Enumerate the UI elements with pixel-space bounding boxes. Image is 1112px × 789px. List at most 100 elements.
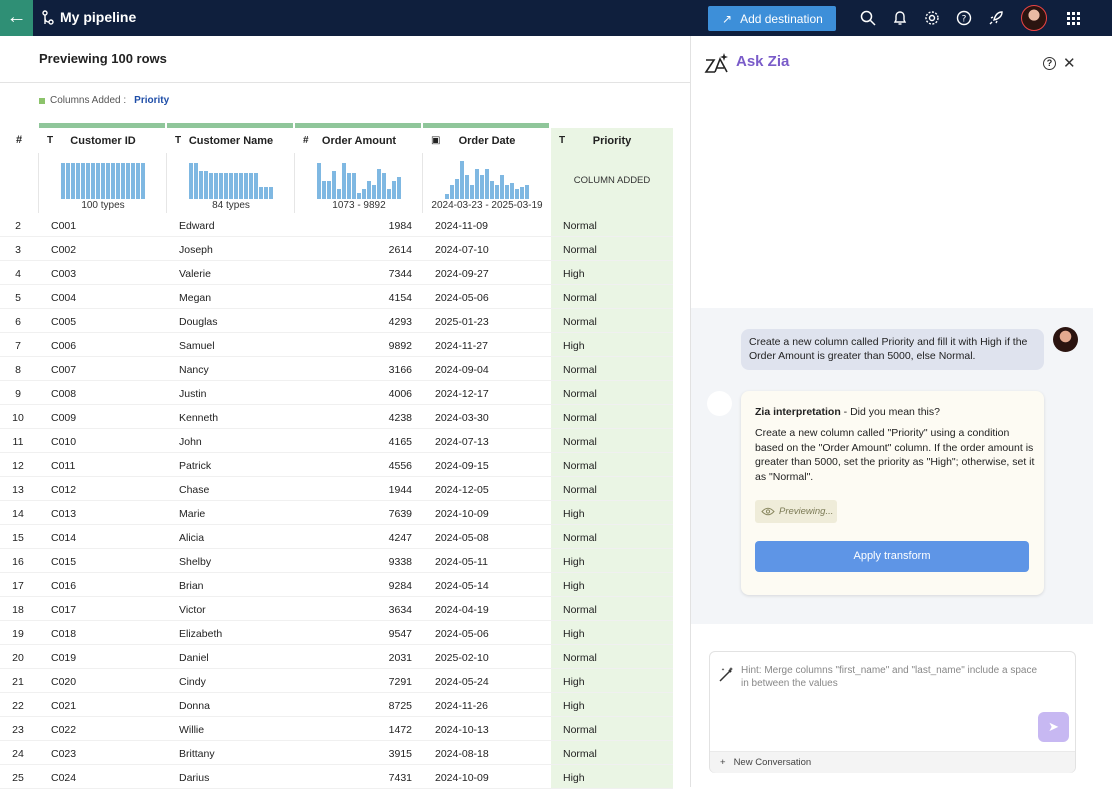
order-date-cell: 2024-11-09 [435,220,488,232]
table-row[interactable]: 12 C011 Patrick 4556 2024-09-15 Normal [0,453,673,477]
table-row[interactable]: 3 C002 Joseph 2614 2024-07-10 Normal [0,237,673,261]
add-destination-label: Add destination [740,11,823,26]
order-date-cell: 2024-09-27 [435,268,489,280]
table-row[interactable]: 11 C010 John 4165 2024-07-13 Normal [0,429,673,453]
close-icon[interactable]: ✕ [1063,55,1076,72]
priority-cell: Normal [563,316,597,328]
columns-added-note: Columns Added : Priority [39,95,169,106]
table-row[interactable]: 5 C004 Megan 4154 2024-05-06 Normal [0,285,673,309]
external-link-icon: ↗ [722,11,733,26]
row-index: 15 [12,532,24,544]
column-header-order-date[interactable]: ▣ Order Date [423,128,551,153]
customer-id-cell: C022 [51,724,77,736]
table-row[interactable]: 10 C009 Kenneth 4238 2024-03-30 Normal [0,405,673,429]
column-summary: 1073 - 9892 [332,200,386,211]
customer-name-cell: Alicia [179,532,205,544]
interpretation-heading: Zia interpretation - Did you mean this? [755,406,940,418]
order-amount-cell: 7639 [388,508,412,520]
order-amount-cell: 4238 [388,412,412,424]
table-row[interactable]: 19 C018 Elizabeth 9547 2024-05-06 High [0,621,673,645]
customer-name-cell: Darius [179,772,210,784]
chat-thread: Create a new column called Priority and … [691,308,1093,624]
row-index: 17 [12,580,24,592]
gear-icon[interactable] [924,10,940,26]
table-row[interactable]: 6 C005 Douglas 4293 2025-01-23 Normal [0,309,673,333]
user-avatar[interactable] [1021,5,1047,31]
new-conversation-button[interactable]: + New Conversation [710,751,1075,773]
priority-cell: High [563,676,585,688]
apply-transform-button[interactable]: Apply transform [755,541,1029,572]
row-index: 24 [12,748,24,760]
row-index: 5 [15,292,21,304]
column-header-priority[interactable]: T Priority [551,128,673,153]
table-row[interactable]: 13 C012 Chase 1944 2024-12-05 Normal [0,477,673,501]
table-row[interactable]: 23 C022 Willie 1472 2024-10-13 Normal [0,717,673,741]
order-amount-cell: 3634 [388,604,412,616]
column-name: Order Amount [321,134,397,147]
table-row[interactable]: 9 C008 Justin 4006 2024-12-17 Normal [0,381,673,405]
histogram [189,159,273,199]
customer-name-cell: Valerie [179,268,211,280]
customer-name-cell: Daniel [179,652,209,664]
table-row[interactable]: 15 C014 Alicia 4247 2024-05-08 Normal [0,525,673,549]
table-row[interactable]: 14 C013 Marie 7639 2024-10-09 High [0,501,673,525]
zia-title: Ask Zia [736,53,790,70]
search-icon[interactable] [860,10,876,26]
prompt-input[interactable]: Hint: Merge columns "first_name" and "la… [709,651,1076,773]
order-amount-cell: 4556 [388,460,412,472]
divider [0,82,690,83]
row-index: 25 [12,772,24,784]
table-row[interactable]: 7 C006 Samuel 9892 2024-11-27 High [0,333,673,357]
row-index: 8 [15,364,21,376]
customer-name-cell: Shelby [179,556,212,568]
help-icon[interactable]: ? [1043,57,1056,70]
back-arrow-icon[interactable]: ← [0,0,33,36]
order-amount-cell: 1472 [388,724,412,736]
table-row[interactable]: 2 C001 Edward 1984 2024-11-09 Normal [0,213,673,237]
add-destination-button[interactable]: ↗ Add destination [708,6,836,31]
send-icon[interactable]: ➤ [1038,712,1069,742]
pipeline-title[interactable]: My pipeline [60,9,137,25]
help-icon[interactable]: ? [956,10,972,26]
table-row[interactable]: 18 C017 Victor 3634 2024-04-19 Normal [0,597,673,621]
order-date-cell: 2024-12-17 [435,388,489,400]
table-row[interactable]: 21 C020 Cindy 7291 2024-05-24 High [0,669,673,693]
columns-added-value[interactable]: Priority [134,95,170,106]
row-index: 13 [12,484,24,496]
order-date-cell: 2024-07-13 [435,436,489,448]
order-date-cell: 2024-05-14 [435,580,489,592]
priority-cell: Normal [563,604,597,616]
table-row[interactable]: 16 C015 Shelby 9338 2024-05-11 High [0,549,673,573]
pipeline-icon [42,10,54,25]
table-row[interactable]: 4 C003 Valerie 7344 2024-09-27 High [0,261,673,285]
column-header-customer-id[interactable]: T Customer ID [39,128,167,153]
table-row[interactable]: 25 C024 Darius 7431 2024-10-09 High [0,765,673,789]
row-index: 19 [12,628,24,640]
order-amount-cell: 7291 [388,676,412,688]
priority-cell: Normal [563,244,597,256]
priority-cell: Normal [563,748,597,760]
order-date-cell: 2024-05-24 [435,676,489,688]
table-row[interactable]: 17 C016 Brian 9284 2024-05-14 High [0,573,673,597]
app-grid-icon[interactable] [1056,0,1092,36]
calendar-type-icon: ▣ [431,135,441,146]
column-header-order-amount[interactable]: # Order Amount [295,128,423,153]
order-amount-cell: 1984 [388,220,412,232]
order-date-cell: 2024-10-09 [435,508,489,520]
ask-zia-panel: Ask Zia ? ✕ Create a new column called P… [690,36,1112,787]
table-row[interactable]: 8 C007 Nancy 3166 2024-09-04 Normal [0,357,673,381]
plus-icon: + [720,757,726,768]
column-header-bar [167,123,293,128]
table-row[interactable]: 22 C021 Donna 8725 2024-11-26 High [0,693,673,717]
column-header-customer-name[interactable]: T Customer Name [167,128,295,153]
priority-cell: Normal [563,364,597,376]
order-date-cell: 2024-07-10 [435,244,489,256]
table-row[interactable]: 24 C023 Brittany 3915 2024-08-18 Normal [0,741,673,765]
bell-icon[interactable] [892,10,908,26]
row-index: 16 [12,556,24,568]
rocket-icon[interactable] [988,10,1004,26]
table-row[interactable]: 20 C019 Daniel 2031 2025-02-10 Normal [0,645,673,669]
interpretation-suffix: - Did you mean this? [840,406,940,418]
order-date-cell: 2025-01-23 [435,316,489,328]
interpretation-body: Create a new column called "Priority" us… [755,427,1035,483]
